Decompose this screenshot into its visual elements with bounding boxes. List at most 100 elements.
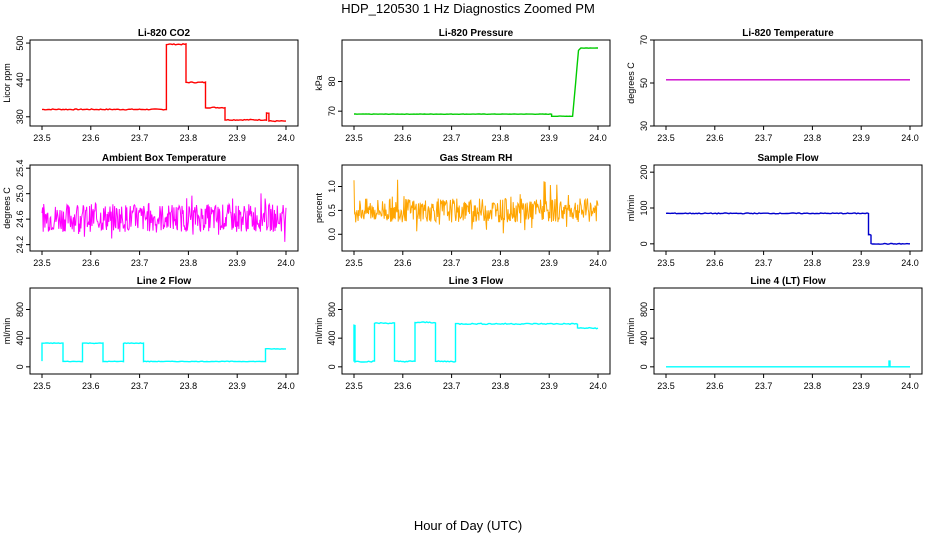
x-tick-label: 24.0 <box>589 133 607 143</box>
x-tick-label: 23.7 <box>755 133 773 143</box>
y-tick-label: 24.2 <box>15 236 25 254</box>
x-tick-label: 23.7 <box>443 133 461 143</box>
x-tick-label: 23.7 <box>443 258 461 268</box>
x-tick-label: 23.7 <box>131 258 149 268</box>
y-tick-label: 400 <box>327 331 337 346</box>
x-tick-label: 23.8 <box>492 258 510 268</box>
x-tick-label: 23.6 <box>706 381 724 391</box>
panel-title: Line 4 (LT) Flow <box>750 276 826 287</box>
series-line <box>41 342 286 363</box>
chart-panel-8: Line 3 Flow ml/min 23.5 23.6 23.7 23.8 23.9 24.… <box>314 276 611 391</box>
y-axis-label: ml/min <box>626 318 636 345</box>
series-line <box>666 360 910 368</box>
y-tick-label: 70 <box>327 106 337 116</box>
y-axis-label: percent <box>314 192 324 223</box>
series-line <box>665 212 910 245</box>
y-axis-label: ml/min <box>2 318 12 345</box>
y-tick-label: 0 <box>639 364 649 369</box>
plot-frame <box>29 39 299 127</box>
x-tick-label: 23.6 <box>394 258 412 268</box>
panel-title: Li-820 Pressure <box>439 28 514 39</box>
x-tick-label: 23.8 <box>180 381 198 391</box>
y-tick-label: 500 <box>15 36 25 51</box>
y-tick-label: 400 <box>639 331 649 346</box>
chart-panel-9: Line 4 (LT) Flow ml/min 23.5 23.6 23.7 23.8 23… <box>626 276 923 391</box>
y-tick-label: 50 <box>639 78 649 88</box>
y-tick-label: 25.4 <box>15 159 25 177</box>
x-tick-label: 23.9 <box>540 133 558 143</box>
x-tick-label: 23.5 <box>345 381 363 391</box>
y-tick-label: 440 <box>15 72 25 87</box>
figure-title: HDP_120530 1 Hz Diagnostics Zoomed PM <box>341 1 595 16</box>
panel-title: Sample Flow <box>757 153 818 164</box>
plot-frame <box>341 287 611 375</box>
x-tick-label: 24.0 <box>589 258 607 268</box>
y-axis-label: degrees C <box>626 62 636 104</box>
y-tick-label: 0 <box>15 364 25 369</box>
y-tick-label: 0 <box>327 364 337 369</box>
panel-title: Line 3 Flow <box>449 276 504 287</box>
y-tick-label: 30 <box>639 121 649 131</box>
plot-frame <box>653 287 923 375</box>
x-tick-label: 23.7 <box>131 381 149 391</box>
x-tick-label: 23.7 <box>755 381 773 391</box>
series-line <box>354 47 598 118</box>
series-line <box>353 179 599 234</box>
plot-frame <box>653 39 923 127</box>
y-tick-label: 1.0 <box>327 180 337 193</box>
series-line <box>41 193 287 242</box>
x-tick-label: 23.9 <box>228 258 246 268</box>
x-tick-label: 23.8 <box>492 381 510 391</box>
x-tick-label: 23.8 <box>804 258 822 268</box>
x-tick-label: 23.5 <box>657 381 675 391</box>
x-tick-label: 23.5 <box>345 258 363 268</box>
x-tick-label: 23.9 <box>540 381 558 391</box>
x-tick-label: 23.9 <box>228 133 246 143</box>
y-tick-label: 0.0 <box>327 228 337 241</box>
panel-title: Ambient Box Temperature <box>102 153 227 164</box>
x-tick-label: 24.0 <box>901 381 919 391</box>
x-tick-label: 23.5 <box>345 133 363 143</box>
chart-panel-1: Li-820 CO2 Licor ppm 23.5 23.6 23.7 23.8 23.9 2… <box>2 28 299 143</box>
x-tick-label: 23.9 <box>852 258 870 268</box>
y-tick-label: 800 <box>327 302 337 317</box>
panel-title: Line 2 Flow <box>137 276 192 287</box>
x-tick-label: 23.8 <box>804 133 822 143</box>
figure-x-axis-label: Hour of Day (UTC) <box>413 518 523 533</box>
y-tick-label: 100 <box>639 200 649 215</box>
x-tick-label: 24.0 <box>277 133 295 143</box>
x-tick-label: 23.6 <box>706 258 724 268</box>
chart-panel-2: Li-820 Pressure kPa 23.5 23.6 23.7 23.8 23.9 24… <box>314 28 611 143</box>
x-tick-label: 23.6 <box>82 258 100 268</box>
x-tick-label: 23.7 <box>443 381 461 391</box>
x-tick-label: 23.6 <box>82 381 100 391</box>
x-tick-label: 23.6 <box>394 133 412 143</box>
y-axis-label: ml/min <box>314 318 324 345</box>
x-tick-label: 23.8 <box>492 133 510 143</box>
x-tick-label: 24.0 <box>589 381 607 391</box>
y-tick-label: 400 <box>15 331 25 346</box>
x-tick-label: 23.5 <box>657 133 675 143</box>
x-tick-label: 23.9 <box>852 133 870 143</box>
x-tick-label: 23.5 <box>33 258 51 268</box>
y-tick-label: 0.5 <box>327 204 337 217</box>
y-tick-label: 380 <box>15 109 25 124</box>
x-tick-label: 23.8 <box>180 258 198 268</box>
panel-title: Gas Stream RH <box>440 153 513 164</box>
x-tick-label: 23.6 <box>82 133 100 143</box>
y-tick-label: 800 <box>639 302 649 317</box>
y-tick-label: 25.0 <box>15 185 25 203</box>
x-tick-label: 23.8 <box>804 381 822 391</box>
y-tick-label: 200 <box>639 165 649 180</box>
panel-title: Li-820 Temperature <box>742 28 834 39</box>
y-axis-label: degrees C <box>2 187 12 229</box>
chart-panel-5: Gas Stream RH percent 23.5 23.6 23.7 23.8 23.9… <box>314 153 611 268</box>
x-tick-label: 24.0 <box>901 133 919 143</box>
x-tick-label: 23.6 <box>394 381 412 391</box>
x-tick-label: 23.5 <box>33 133 51 143</box>
plot-frame <box>341 39 611 127</box>
y-tick-label: 0 <box>639 241 649 246</box>
y-tick-label: 24.6 <box>15 210 25 228</box>
x-tick-label: 23.8 <box>180 133 198 143</box>
